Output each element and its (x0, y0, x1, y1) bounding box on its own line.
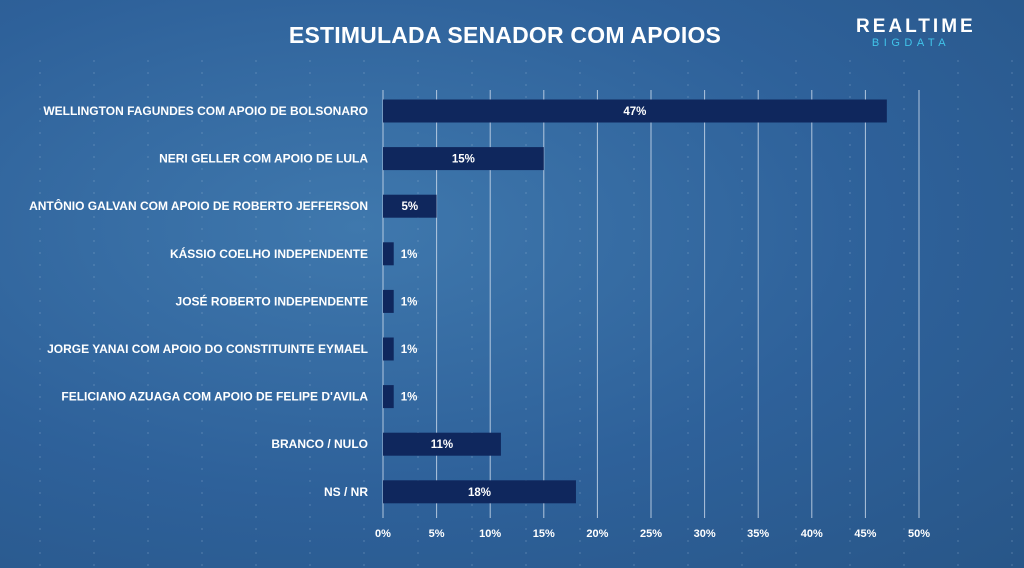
x-tick-label: 15% (533, 528, 555, 540)
bar-value-label: 1% (401, 296, 418, 308)
category-label: NERI GELLER COM APOIO DE LULA (159, 152, 368, 166)
x-axis-ticks: 0% 5% 10% 15% 20% 25% 30% 35% 40% 45% 50% (375, 528, 930, 540)
x-tick-label: 5% (429, 528, 445, 540)
bar (383, 242, 394, 266)
chart-title: ESTIMULADA SENADOR COM APOIOS (288, 22, 722, 48)
bar-value-label: 1% (401, 249, 418, 261)
x-tick-label: 10% (479, 528, 501, 540)
bar (383, 337, 394, 361)
category-label: FELICIANO AZUAGA COM APOIO DE FELIPE D'A… (61, 390, 368, 404)
brand-logo: REALTIME BIGDATA (856, 16, 976, 50)
x-tick-label: 45% (854, 528, 876, 540)
x-tick-label: 0% (375, 528, 391, 540)
category-label: NS / NR (324, 485, 368, 499)
logo-text-bottom: BIGDATA (871, 37, 951, 49)
bar (383, 480, 576, 504)
category-label: JOSÉ ROBERTO INDEPENDENTE (176, 293, 368, 308)
bar (383, 147, 544, 171)
category-label: ANTÔNIO GALVAN COM APOIO DE ROBERTO JEFF… (29, 198, 368, 213)
category-label: BRANCO / NULO (271, 437, 368, 451)
bar-value-label: 1% (401, 344, 418, 356)
x-tick-label: 25% (640, 528, 662, 540)
category-label: WELLINGTON FAGUNDES COM APOIO DE BOLSONA… (43, 104, 368, 118)
x-tick-label: 40% (801, 528, 823, 540)
x-tick-label: 35% (747, 528, 769, 540)
logo-text-top: REALTIME (856, 16, 976, 37)
x-tick-label: 50% (908, 528, 930, 540)
bar-value-label: 18% (468, 487, 491, 499)
bar (383, 194, 437, 218)
bar-value-label: 47% (623, 106, 646, 118)
bar-value-label: 1% (401, 392, 418, 404)
category-label: JORGE YANAI COM APOIO DO CONSTITUINTE EY… (47, 342, 368, 356)
bar (383, 99, 887, 123)
bar-value-label: 15% (452, 154, 475, 166)
bar (383, 385, 394, 409)
category-labels: WELLINGTON FAGUNDES COM APOIO DE BOLSONA… (29, 104, 368, 499)
bar-value-label: 11% (431, 439, 453, 451)
x-tick-label: 20% (586, 528, 608, 540)
category-label: KÁSSIO COELHO INDEPENDENTE (170, 246, 368, 261)
x-tick-label: 30% (694, 528, 716, 540)
background-dot-pattern (39, 60, 1013, 568)
bar (383, 432, 501, 456)
bars-group: 47% 15% 5% 1% 1% 1% 1% 11% 18% (383, 99, 887, 504)
bar-value-label: 5% (401, 201, 418, 213)
bar (383, 289, 394, 313)
